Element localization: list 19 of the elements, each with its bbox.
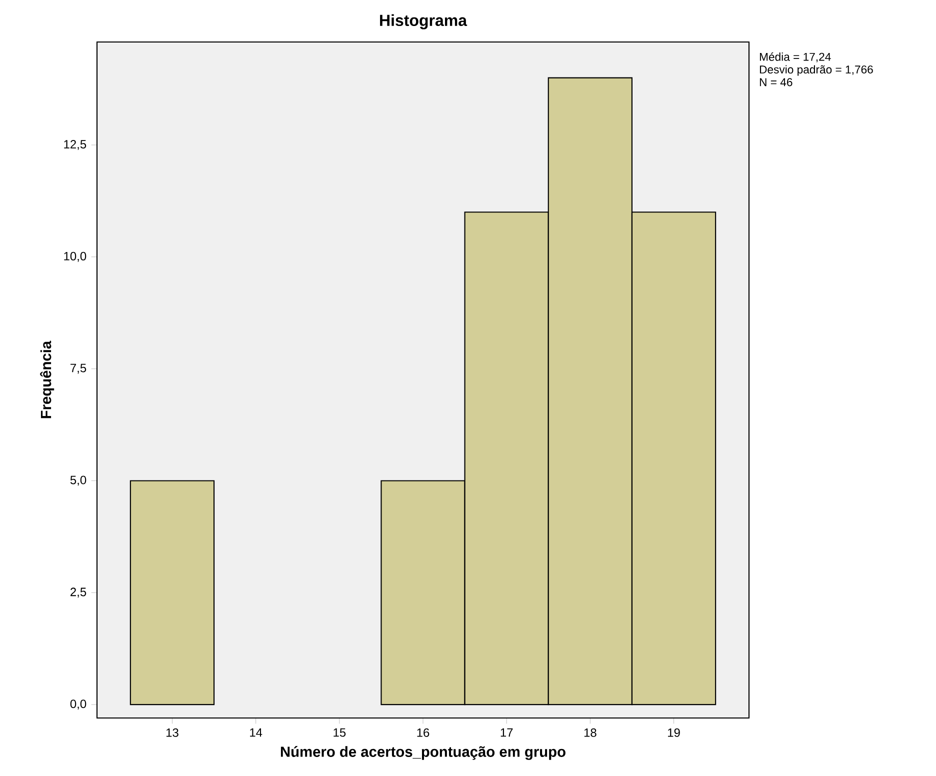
x-axis-title: Número de acertos_pontuação em grupo (280, 746, 566, 760)
chart-title: Histograma (380, 14, 468, 30)
x-tick-label: 14 (250, 728, 262, 737)
y-tick-label: 5,0 (70, 476, 86, 486)
x-tick-label: 16 (417, 728, 430, 737)
x-tick-label: 18 (584, 728, 596, 737)
text: Desvio padrão = 1,766 (760, 65, 873, 76)
x-tick-label: 13 (166, 728, 178, 737)
y-tick-label: 10,0 (64, 252, 86, 262)
y-tick-label: 12,5 (64, 140, 86, 150)
x-tick-label: 17 (500, 728, 513, 737)
y-tick-label: 7,5 (70, 364, 86, 374)
y-tick-label: 2,5 (70, 588, 86, 598)
y-tick-label: 0,0 (70, 700, 86, 710)
x-tick-label: 15 (334, 728, 346, 737)
text: Média = 17,24 (760, 52, 831, 62)
text: N = 46 (760, 78, 792, 86)
y-axis-title: Frequência (40, 340, 54, 418)
x-tick-label: 19 (668, 728, 680, 737)
